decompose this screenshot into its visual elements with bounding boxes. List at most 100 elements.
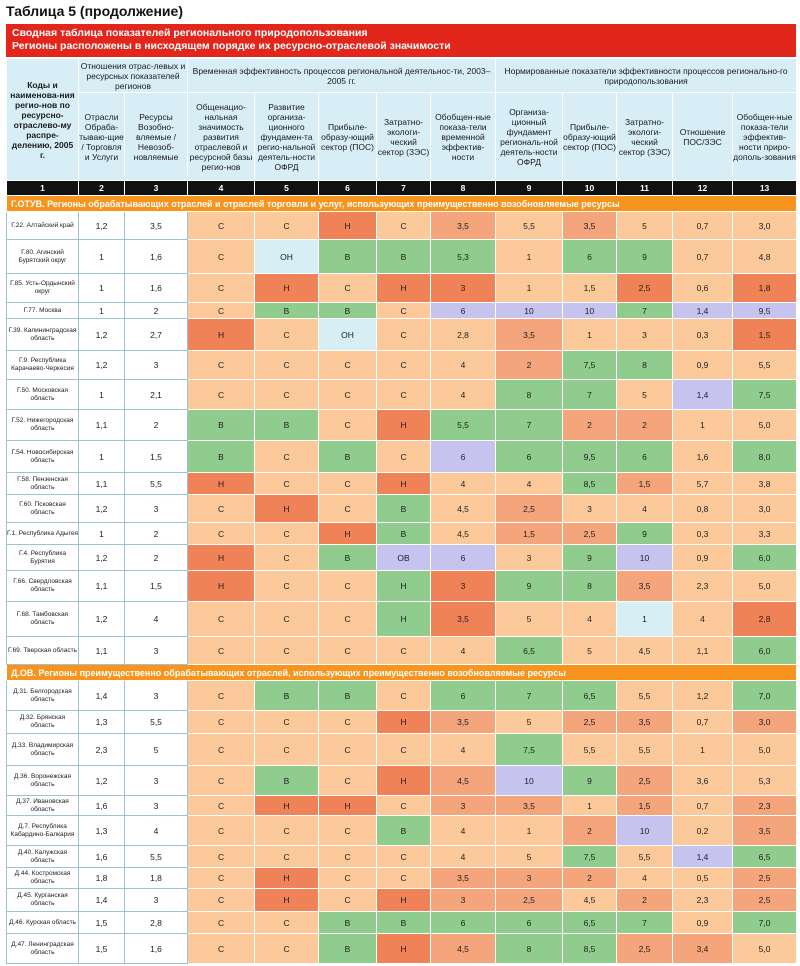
indicator-cell-col8: 6 — [430, 911, 497, 934]
header-col4: Общенацио-нальная значимость развития от… — [187, 92, 256, 181]
indicator-cell-col6: С — [318, 472, 378, 495]
indicator-cell-col5: С — [254, 933, 320, 964]
indicator-cell-col12: 0,3 — [672, 318, 734, 351]
ratio-resources-cell: 3,5 — [123, 211, 189, 240]
indicator-cell-col8: 5,5 — [430, 409, 497, 441]
indicator-cell-col9: 7 — [495, 409, 564, 441]
region-name-cell: Г.54. Новосибирская область — [6, 440, 79, 473]
indicator-cell-col13: 5,5 — [732, 350, 798, 380]
indicator-cell-col9: 7,5 — [495, 733, 564, 766]
indicator-cell-col6: С — [318, 765, 378, 796]
indicator-cell-col4: С — [187, 273, 256, 303]
indicator-cell-col9: 10 — [495, 302, 564, 319]
indicator-cell-col6: С — [318, 570, 378, 602]
indicator-cell-col11: 4 — [616, 867, 674, 889]
indicator-cell-col12: 4 — [672, 601, 734, 637]
region-name-cell: Д.33. Владимирская область — [6, 733, 79, 766]
indicator-cell-col6: В — [318, 239, 378, 274]
indicator-cell-col5: В — [254, 765, 320, 796]
indicator-cell-col8: 4,5 — [430, 765, 497, 796]
ratio-industries-cell: 1 — [78, 239, 125, 274]
indicator-cell-col5: В — [254, 680, 320, 711]
indicator-cell-col4: С — [187, 795, 256, 816]
summary-table: Коды и наименова-ния регио-нов по ресурс… — [5, 58, 798, 964]
indicator-cell-col7: В — [376, 911, 432, 934]
indicator-cell-col9: 4 — [495, 472, 564, 495]
indicator-cell-col5: С — [254, 601, 320, 637]
ratio-industries-cell: 1,8 — [78, 867, 125, 889]
indicator-cell-col11: 5,5 — [616, 845, 674, 868]
region-name-cell: Г.58. Пензенская область — [6, 472, 79, 495]
region-name-cell: Г.85. Усть-Ордынский округ — [6, 273, 79, 303]
indicator-cell-col5: Н — [254, 273, 320, 303]
indicator-cell-col12: 1,4 — [672, 845, 734, 868]
indicator-cell-col11: 5,5 — [616, 680, 674, 711]
indicator-cell-col10: 7 — [562, 379, 618, 410]
indicator-cell-col11: 10 — [616, 544, 674, 571]
column-number: 1 — [6, 180, 79, 196]
indicator-cell-col6: С — [318, 636, 378, 665]
indicator-cell-col6: С — [318, 710, 378, 734]
header-col10: Прибыле-образу-ющий сектор (ПОС) — [562, 92, 618, 181]
indicator-cell-col7: ОВ — [376, 544, 432, 571]
header-group-time: Временная эффективность процессов регион… — [187, 58, 497, 93]
ratio-resources-cell: 1,6 — [123, 933, 189, 964]
indicator-cell-col13: 3,3 — [732, 522, 798, 545]
indicator-cell-col11: 3 — [616, 318, 674, 351]
indicator-cell-col6: С — [318, 273, 378, 303]
indicator-cell-col10: 6,5 — [562, 911, 618, 934]
indicator-cell-col6: В — [318, 680, 378, 711]
table-row: Г.66. Свердловская область 1,1 1,5 Н С С Н 3 9 8 3… — [6, 570, 798, 602]
indicator-cell-col9: 2,5 — [495, 494, 564, 523]
ratio-resources-cell: 3 — [123, 888, 189, 912]
indicator-cell-col6: С — [318, 733, 378, 766]
indicator-cell-col13: 5,0 — [732, 933, 798, 964]
indicator-cell-col8: 5,3 — [430, 239, 497, 274]
indicator-cell-col10: 2,5 — [562, 710, 618, 734]
indicator-cell-col8: 3,5 — [430, 601, 497, 637]
column-number: 3 — [123, 180, 189, 196]
indicator-cell-col13: 3,0 — [732, 494, 798, 523]
table-row: Д.44. Костромская область 1,8 1,8 С Н С С 3,5 3 2… — [6, 867, 798, 889]
indicator-cell-col7: С — [376, 733, 432, 766]
indicator-cell-col5: С — [254, 379, 320, 410]
indicator-cell-col10: 6 — [562, 239, 618, 274]
indicator-cell-col6: В — [318, 440, 378, 473]
table-row: Д.47. Ленинградская область 1,5 1,6 С С В Н 4,5… — [6, 933, 798, 964]
indicator-cell-col10: 2 — [562, 409, 618, 441]
header-group-ratios: Отношения отрас-левых и ресурсных показа… — [77, 58, 189, 93]
ratio-resources-cell: 5,5 — [123, 472, 189, 495]
indicator-cell-col11: 9 — [616, 239, 674, 274]
indicator-cell-col11: 7 — [616, 911, 674, 934]
indicator-cell-col8: 3 — [430, 273, 497, 303]
indicator-cell-col13: 3,0 — [732, 211, 798, 240]
indicator-cell-col8: 3 — [430, 795, 497, 816]
header-col3: Ресурсы Возобно-вляемые / Невозоб-новляе… — [123, 92, 189, 181]
header-col13: Обобщен-ные показа-тели эффектив-ности п… — [732, 92, 798, 181]
table-row: Г.58. Пензенская область 1,1 5,5 Н С С Н 4 4 8,5 1… — [6, 472, 798, 495]
indicator-cell-col10: 5,5 — [562, 733, 618, 766]
indicator-cell-col13: 1,8 — [732, 273, 798, 303]
table-row: Г.77. Москва 1 2 С В В С 6 10 10 7 1,4 9,5 — [6, 302, 798, 319]
ratio-industries-cell: 1,3 — [78, 710, 125, 734]
ratio-industries-cell: 1,2 — [78, 765, 125, 796]
ratio-industries-cell: 1,4 — [78, 888, 125, 912]
indicator-cell-col13: 1,5 — [732, 318, 798, 351]
ratio-industries-cell: 1,5 — [78, 933, 125, 964]
header-col5: Развитие организа-ционного фундамен-та р… — [254, 92, 320, 181]
indicator-cell-col12: 0,9 — [672, 911, 734, 934]
region-name-cell: Д.45. Курганская область — [6, 888, 79, 912]
ratio-industries-cell: 2,3 — [78, 733, 125, 766]
indicator-cell-col13: 8,0 — [732, 440, 798, 473]
indicator-cell-col13: 7,0 — [732, 680, 798, 711]
header-col9: Организа-ционный фундамент региональ-ной… — [495, 92, 564, 181]
ratio-resources-cell: 5,5 — [123, 710, 189, 734]
indicator-cell-col5: С — [254, 544, 320, 571]
ratio-resources-cell: 2 — [123, 544, 189, 571]
indicator-cell-col11: 2 — [616, 409, 674, 441]
header-col7: Затратно-экологи-ческий сектор (ЗЭС) — [376, 92, 432, 181]
table-row: Д.36. Воронежская область 1,2 3 С В С Н 4,5 10 9 2… — [6, 765, 798, 796]
ratio-resources-cell: 3 — [123, 636, 189, 665]
indicator-cell-col4: С — [187, 815, 256, 846]
ratio-resources-cell: 5,5 — [123, 845, 189, 868]
